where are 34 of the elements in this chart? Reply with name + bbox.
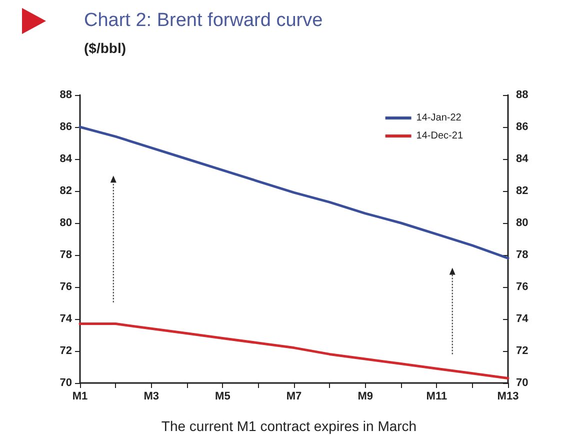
- y2-tick-label: 70: [516, 377, 528, 389]
- x-tick-label: M1: [72, 390, 88, 402]
- y-tick-label: 70: [60, 377, 72, 389]
- y2-tick-label: 78: [516, 249, 528, 261]
- line-series: [78, 126, 510, 260]
- y-tick-label: 74: [60, 313, 73, 325]
- y2-tick-label: 74: [516, 313, 530, 325]
- y-tick-label: 86: [60, 121, 72, 133]
- x-tick-label: M13: [497, 390, 519, 402]
- chart-title: Chart 2: Brent forward curve: [84, 10, 323, 32]
- y-tick-label: 78: [60, 249, 72, 261]
- y2-tick-label: 86: [516, 121, 528, 133]
- y2-tick-label: 84: [516, 153, 530, 165]
- y2-tick-label: 72: [516, 345, 528, 357]
- legend-label: 14-Jan-22: [416, 112, 462, 124]
- y-tick-label: 76: [60, 281, 72, 293]
- y2-tick-label: 76: [516, 281, 528, 293]
- y-tick-label: 84: [60, 153, 73, 165]
- y-tick-label: 80: [60, 217, 72, 229]
- y-tick-label: 82: [60, 185, 72, 197]
- y2-tick-label: 80: [516, 217, 528, 229]
- text: The current M1 contract expires in March: [160, 418, 418, 434]
- y-tick-label: 72: [60, 345, 72, 357]
- y-axis-title: ($/bbl): [84, 40, 126, 56]
- x-tick-label: M5: [215, 390, 230, 402]
- x-tick-label: M3: [144, 390, 159, 402]
- y-tick-label: 88: [60, 89, 72, 101]
- line-series: [78, 322, 510, 380]
- x-tick-label: M11: [426, 390, 448, 402]
- y2-tick-label: 82: [516, 185, 528, 197]
- x-tick-label: M9: [358, 390, 373, 402]
- legend-label: 14-Dec-21: [416, 130, 464, 142]
- y2-tick-label: 88: [516, 89, 528, 101]
- x-tick-label: M7: [286, 390, 302, 402]
